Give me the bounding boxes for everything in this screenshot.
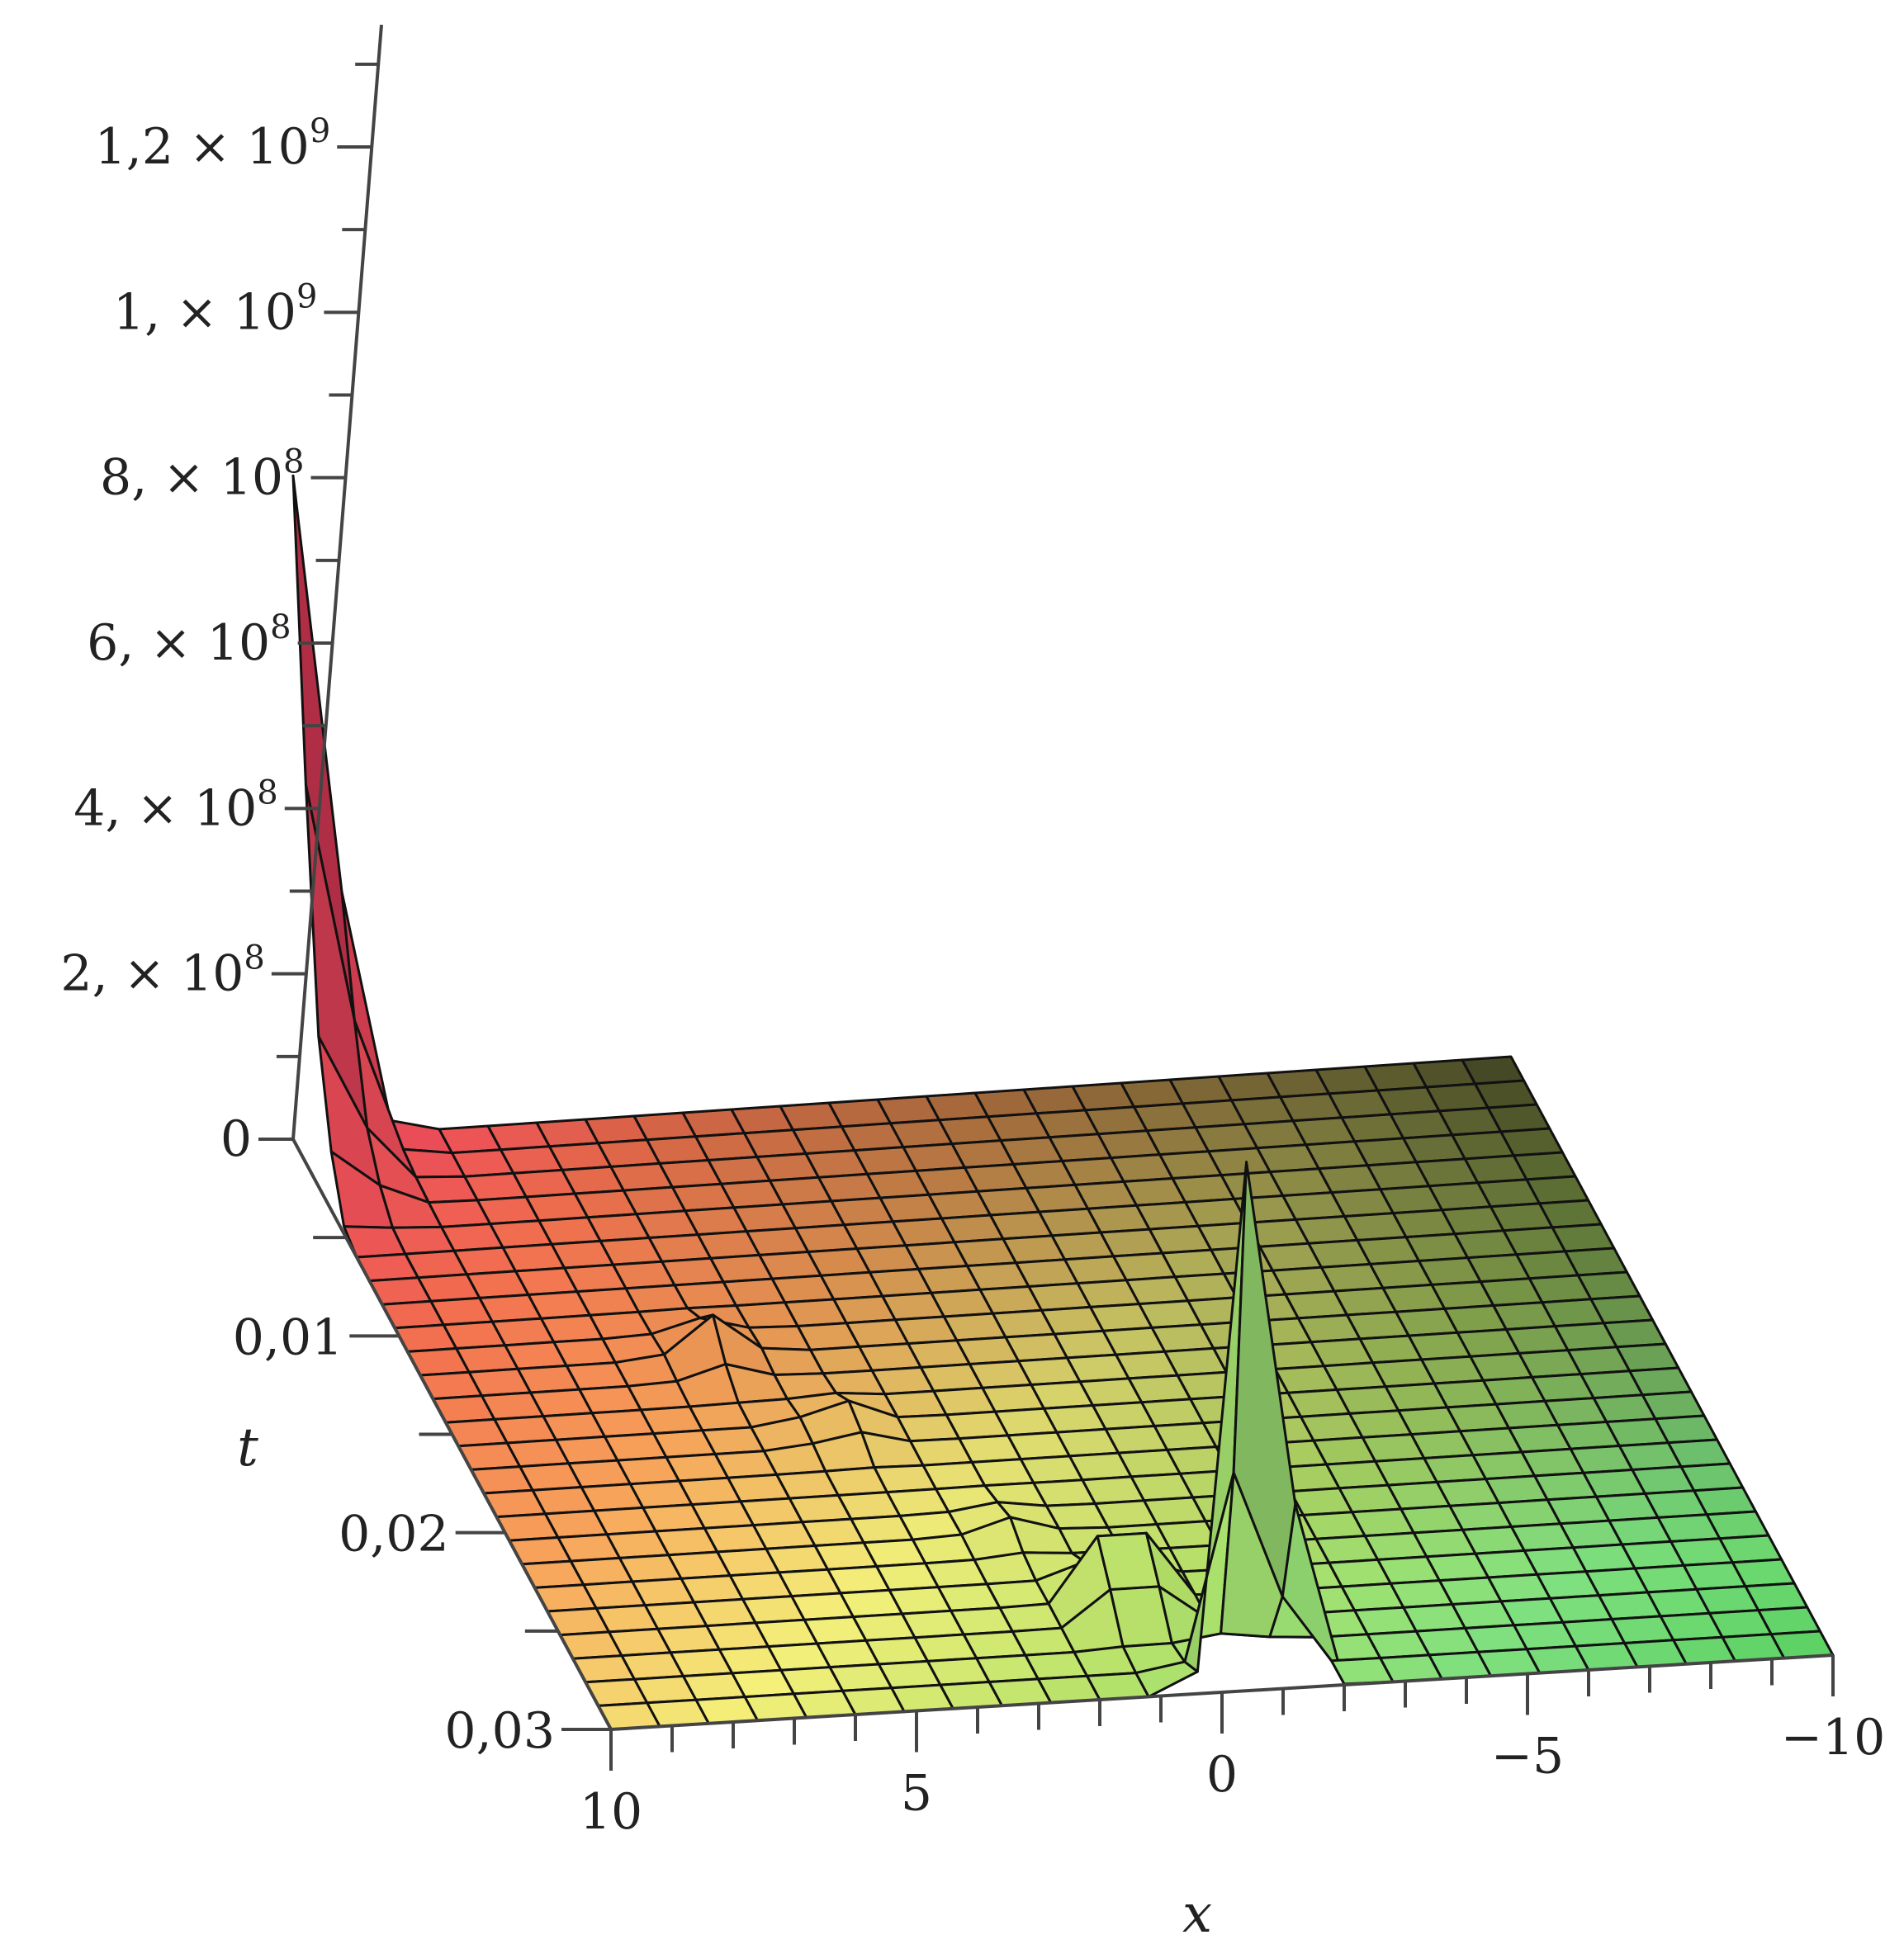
z-axis-line xyxy=(291,24,383,1140)
t-tick-label: 0,03 xyxy=(444,1702,555,1760)
z-tick-label: 4, × 108 xyxy=(73,773,277,837)
x-tick-label: −5 xyxy=(1491,1728,1564,1786)
t-axis-title: t xyxy=(237,1417,258,1478)
z-tick-label: 0 xyxy=(220,1110,252,1168)
x-tick-label: −10 xyxy=(1781,1709,1886,1767)
axis-labels: 0 2, × 108 4, × 108 6, × 108 8, × 108 1, × 10… xyxy=(60,112,1885,1945)
x-tick-label: 5 xyxy=(901,1765,932,1823)
z-tick-label: 8, × 108 xyxy=(100,443,304,507)
t-tick-label: 0,02 xyxy=(339,1506,449,1563)
z-tick-label: 2, × 108 xyxy=(60,939,264,1003)
z-tick-label: 6, × 108 xyxy=(87,608,291,672)
surface-cell xyxy=(1538,1199,1603,1229)
axes xyxy=(258,24,1835,1771)
surface-mesh xyxy=(291,474,1835,1731)
x-axis-title: x xyxy=(1182,1884,1212,1945)
t-tick-label: 0,01 xyxy=(233,1308,343,1366)
x-tick-label: 0 xyxy=(1206,1746,1238,1804)
surface-cell xyxy=(1693,1486,1757,1516)
x-tick-label: 10 xyxy=(580,1783,642,1841)
z-tick-label: 1,2 × 109 xyxy=(95,112,331,176)
z-tick-label: 1, × 109 xyxy=(113,277,317,341)
